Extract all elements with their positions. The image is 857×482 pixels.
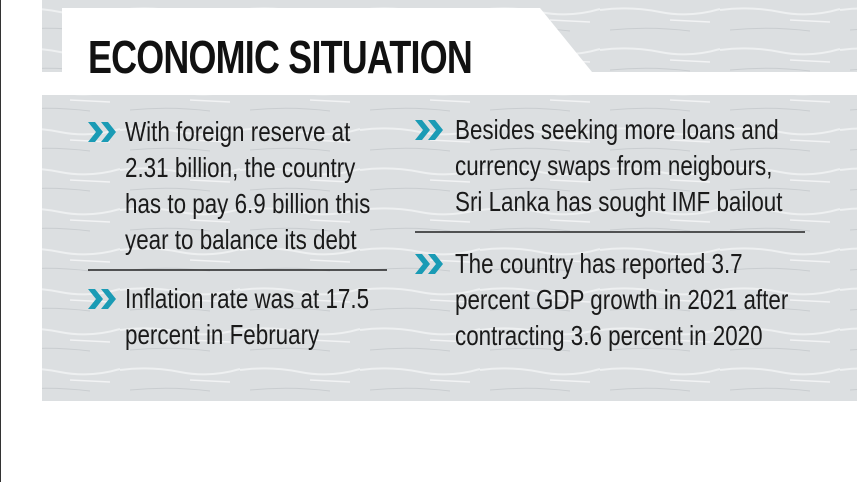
- bullets: [88, 120, 443, 309]
- item-line: 2.31 billion, the country: [125, 152, 356, 183]
- bullet: [415, 254, 443, 274]
- item-line: contracting 3.6 percent in 2020: [455, 320, 763, 351]
- item-line: year to balance its debt: [125, 224, 357, 255]
- item: Besides seeking more loans and currency s…: [455, 112, 857, 220]
- bullet: [415, 120, 443, 140]
- item: The country has reported 3.7 percent GDP …: [455, 246, 857, 354]
- content-panel: [42, 95, 857, 401]
- item: Inflation rate was at 17.5 percent in Feb…: [125, 281, 430, 353]
- item-line: Inflation rate was at 17.5: [125, 283, 370, 314]
- bullet: [88, 122, 116, 142]
- item-line: percent in February: [125, 319, 320, 350]
- item-line: currency swaps from neigbours,: [455, 150, 773, 181]
- bullet: [88, 289, 116, 309]
- item-line: With foreign reserve at: [125, 116, 351, 147]
- item-line: Sri Lanka has sought IMF bailout: [455, 186, 783, 217]
- item-line: Besides seeking more loans and: [455, 114, 779, 145]
- item-line: The country has reported 3.7: [455, 248, 743, 279]
- item-line: has to pay 6.9 billion this: [125, 188, 371, 219]
- title: ECONOMIC SITUATION: [88, 31, 473, 83]
- item-line: percent GDP growth in 2021 after: [455, 284, 789, 315]
- item: With foreign reserve at 2.31 billion, the…: [125, 114, 432, 258]
- title-tab: [62, 8, 592, 72]
